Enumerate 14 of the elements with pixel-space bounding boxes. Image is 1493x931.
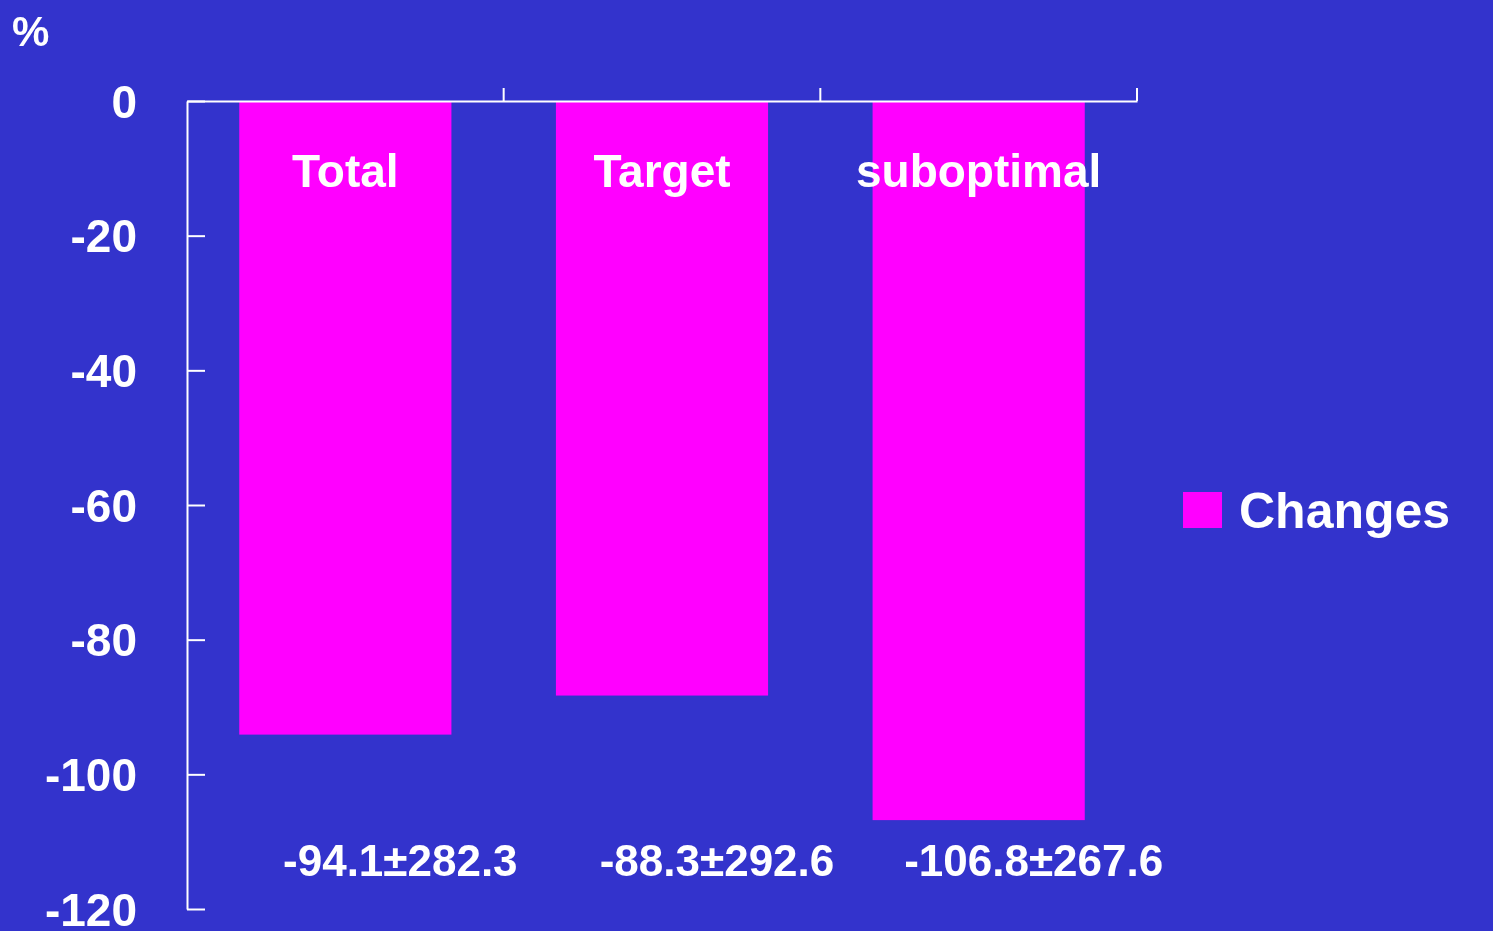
y-tick-label: -100: [44, 748, 137, 801]
data-label: -88.3±292.6: [599, 836, 835, 885]
data-label: -106.8±267.6: [904, 836, 1164, 885]
y-axis-title: %: [12, 8, 50, 55]
x-tick-label: Target: [593, 145, 731, 197]
y-tick-label: 0: [111, 75, 137, 128]
data-label: -94.1±282.3: [283, 836, 518, 885]
y-tick-label: -20: [70, 210, 137, 263]
x-tick-label: Total: [292, 145, 399, 197]
y-tick-label: -120: [44, 883, 137, 931]
y-tick-label: -40: [70, 344, 137, 397]
y-tick-label: -80: [70, 614, 137, 667]
y-tick-label: -60: [70, 479, 137, 532]
legend-label: Changes: [1239, 483, 1451, 539]
